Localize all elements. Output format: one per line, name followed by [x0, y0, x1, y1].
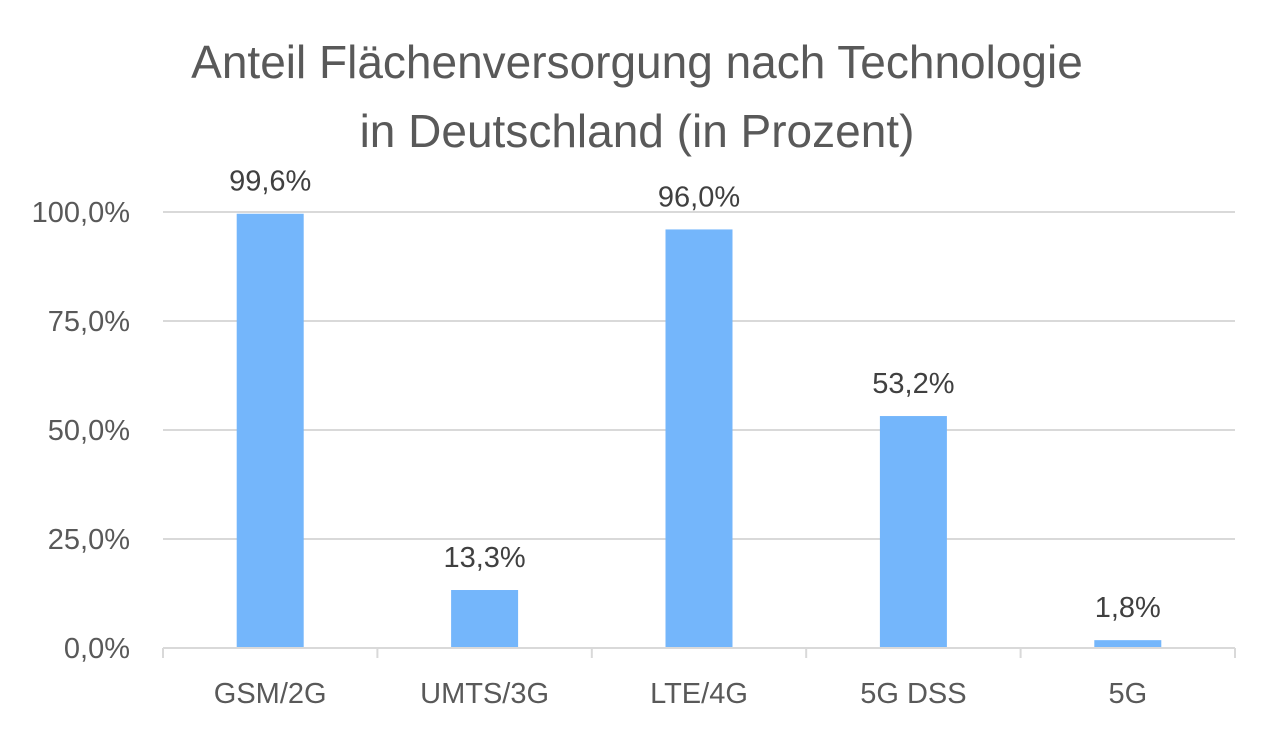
x-axis	[162, 647, 1236, 658]
chart-title-line-2: in Deutschland (in Prozent)	[360, 105, 915, 157]
x-tick-label: LTE/4G	[650, 678, 748, 710]
data-label: 1,8%	[1095, 592, 1161, 624]
bar	[879, 416, 947, 648]
data-label: 13,3%	[443, 542, 525, 574]
bars	[236, 213, 1162, 648]
bar	[1094, 640, 1162, 648]
y-tick-label: 100,0%	[32, 197, 130, 229]
y-tick-label: 75,0%	[48, 306, 130, 338]
x-axis-tick-labels: GSM/2G UMTS/3G LTE/4G 5G DSS 5G	[214, 678, 1147, 710]
x-tick-label: 5G DSS	[860, 678, 966, 710]
x-tick-label: 5G	[1108, 678, 1147, 710]
y-tick-label: 50,0%	[48, 415, 130, 447]
y-tick-label: 25,0%	[48, 524, 130, 556]
x-tick-label: GSM/2G	[214, 678, 327, 710]
x-tick-label: UMTS/3G	[420, 678, 549, 710]
bar	[236, 213, 304, 648]
data-label: 53,2%	[872, 368, 954, 400]
y-tick-label: 0,0%	[64, 633, 130, 665]
data-labels: 99,6% 13,3% 96,0% 53,2% 1,8%	[229, 166, 1161, 624]
data-label: 99,6%	[229, 166, 311, 198]
data-label: 96,0%	[658, 181, 740, 213]
bar	[665, 229, 733, 648]
chart-title: Anteil Flächenversorgung nach Technologi…	[191, 36, 1083, 157]
chart-title-line-1: Anteil Flächenversorgung nach Technologi…	[191, 36, 1083, 88]
y-axis-tick-labels: 0,0% 25,0% 50,0% 75,0% 100,0%	[32, 197, 130, 665]
bar	[451, 590, 519, 648]
